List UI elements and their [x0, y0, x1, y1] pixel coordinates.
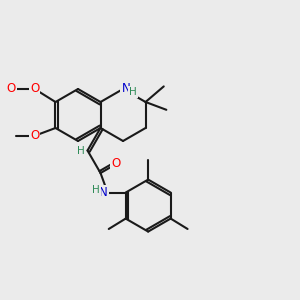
Text: N: N [122, 82, 130, 95]
Text: O: O [112, 158, 121, 170]
Text: H: H [129, 87, 137, 97]
Text: O: O [30, 129, 39, 142]
Text: O: O [7, 82, 16, 95]
Text: O: O [30, 82, 39, 95]
Text: N: N [99, 186, 108, 199]
Text: H: H [76, 146, 84, 155]
Text: H: H [92, 184, 100, 195]
